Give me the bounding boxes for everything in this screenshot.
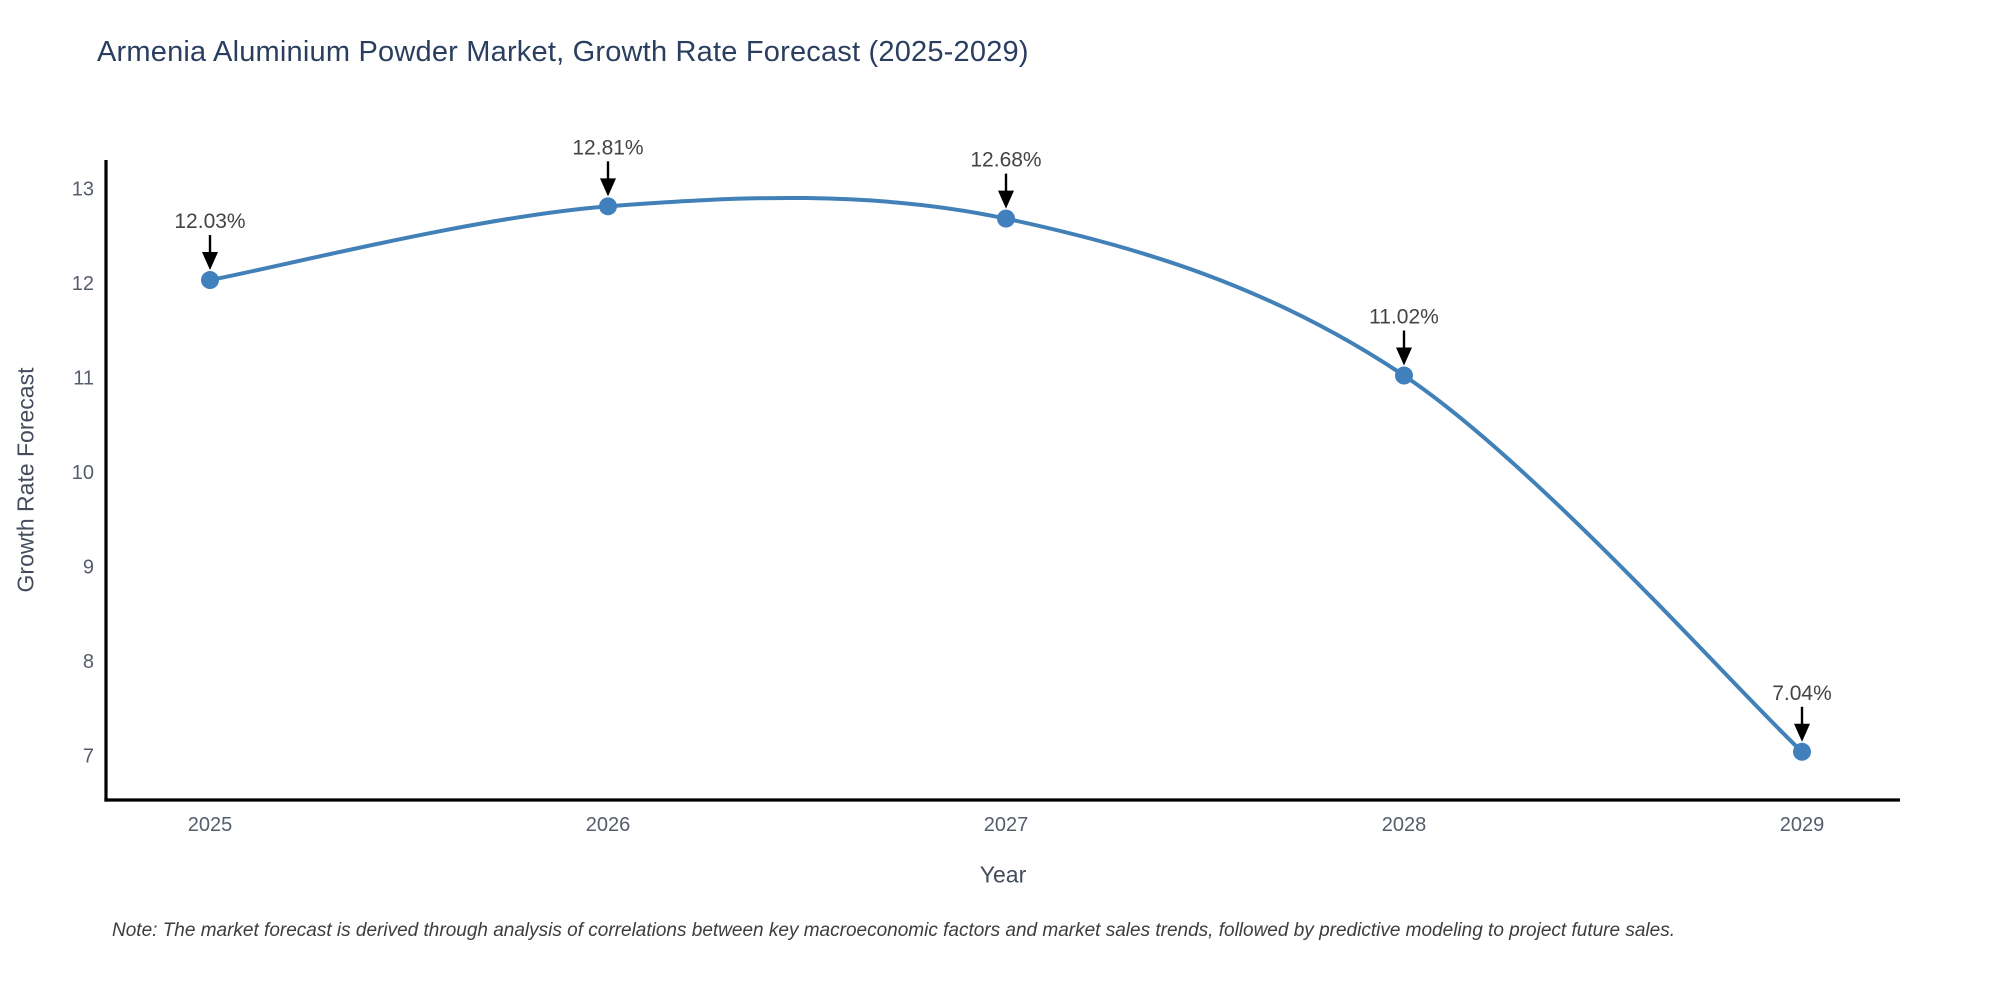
annotation-arrowhead	[1794, 723, 1810, 742]
data-point-2029[interactable]	[1793, 742, 1811, 761]
data-point-2025[interactable]	[201, 271, 219, 290]
x-tick-label: 2027	[984, 814, 1029, 836]
trend-line	[208, 195, 1804, 754]
chart-note: Note: The market forecast is derived thr…	[112, 920, 1675, 941]
x-tick-label: 2026	[586, 814, 631, 836]
annotation-label: 12.81%	[572, 136, 643, 159]
x-axis-title: Year	[979, 861, 1027, 888]
y-tick-label: 12	[72, 273, 94, 295]
x-tick-label: 2029	[1780, 814, 1825, 836]
y-tick-label: 7	[83, 746, 94, 768]
y-tick-label: 8	[83, 651, 94, 673]
annotation-arrowhead	[202, 252, 218, 271]
y-tick-label: 11	[73, 367, 94, 389]
y-tick-label: 13	[72, 178, 94, 200]
annotation-label: 12.68%	[970, 149, 1041, 172]
x-tick-label: 2025	[188, 814, 233, 836]
y-tick-label: 9	[83, 556, 94, 578]
data-point-2027[interactable]	[997, 209, 1015, 228]
y-tick-label: 10	[72, 462, 94, 484]
annotation-label: 7.04%	[1772, 682, 1832, 705]
annotation-arrowhead	[998, 190, 1014, 209]
annotation-label: 11.02%	[1369, 306, 1439, 329]
data-point-2028[interactable]	[1395, 366, 1413, 385]
x-tick-label: 2028	[1382, 814, 1427, 836]
annotation-arrowhead	[600, 178, 616, 197]
annotation-arrowhead	[1396, 347, 1412, 366]
annotation-label: 12.03%	[174, 210, 245, 233]
data-point-2026[interactable]	[599, 197, 617, 216]
chart-title: Armenia Aluminium Powder Market, Growth …	[97, 36, 1029, 68]
